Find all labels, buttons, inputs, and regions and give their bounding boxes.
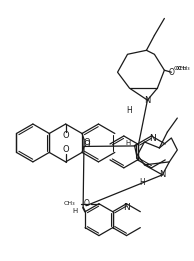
Text: O: O: [168, 68, 174, 77]
Text: H: H: [127, 106, 132, 115]
Text: O: O: [84, 138, 90, 147]
Text: N: N: [123, 203, 130, 212]
Text: OCH₃: OCH₃: [173, 66, 190, 71]
Text: O: O: [84, 199, 90, 208]
Text: H: H: [139, 178, 145, 187]
Text: O: O: [62, 145, 69, 155]
Text: O: O: [62, 132, 69, 140]
Text: H: H: [73, 208, 78, 214]
Text: H: H: [125, 140, 130, 146]
Text: CH₂: CH₂: [176, 66, 187, 71]
Text: N: N: [149, 134, 156, 144]
Text: N: N: [159, 170, 165, 179]
Text: CH₃: CH₃: [63, 201, 75, 206]
Text: N: N: [144, 96, 151, 105]
Text: O: O: [84, 140, 90, 149]
